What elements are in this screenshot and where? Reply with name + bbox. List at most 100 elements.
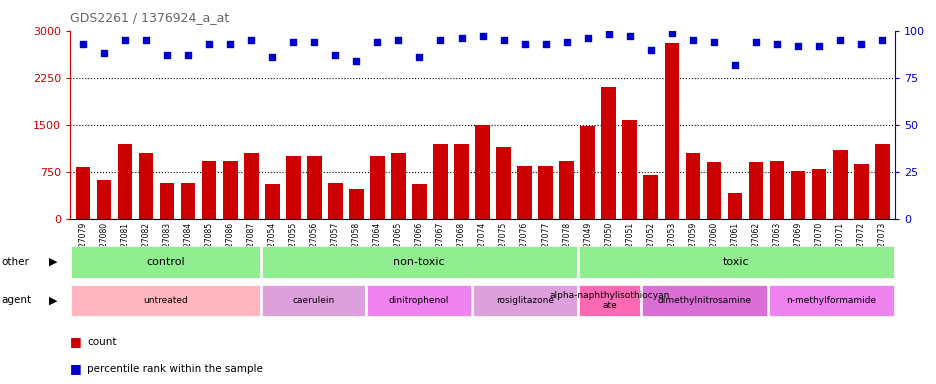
Text: ■: ■: [70, 362, 82, 375]
Bar: [643, 175, 657, 219]
Point: [390, 37, 405, 43]
Bar: [96, 180, 111, 219]
Bar: [517, 166, 532, 219]
Text: agent: agent: [1, 295, 31, 306]
Bar: [601, 87, 616, 219]
Bar: [285, 156, 300, 219]
Point: [790, 43, 805, 49]
Text: GDS2261 / 1376924_a_at: GDS2261 / 1376924_a_at: [70, 12, 229, 25]
Bar: [496, 147, 510, 219]
Point: [768, 41, 783, 47]
Point: [370, 39, 385, 45]
Bar: [307, 156, 321, 219]
Bar: [579, 126, 594, 219]
Bar: [71, 247, 259, 278]
Bar: [559, 161, 574, 219]
Text: caerulein: caerulein: [292, 296, 334, 305]
Bar: [265, 184, 279, 219]
Text: percentile rank within the sample: percentile rank within the sample: [87, 364, 263, 374]
Bar: [685, 153, 699, 219]
Point: [495, 37, 510, 43]
Text: ▶: ▶: [49, 295, 57, 306]
Text: count: count: [87, 337, 116, 347]
Bar: [348, 189, 363, 219]
Bar: [328, 182, 343, 219]
Point: [706, 39, 721, 45]
Bar: [243, 153, 258, 219]
Bar: [473, 285, 576, 316]
Text: untreated: untreated: [143, 296, 187, 305]
Text: toxic: toxic: [723, 257, 749, 267]
Bar: [223, 161, 237, 219]
Point: [874, 37, 889, 43]
Point: [622, 33, 636, 40]
Point: [684, 37, 699, 43]
Bar: [664, 43, 679, 219]
Bar: [578, 285, 639, 316]
Bar: [261, 247, 576, 278]
Point: [243, 37, 258, 43]
Point: [832, 37, 847, 43]
Bar: [139, 153, 154, 219]
Point: [159, 52, 174, 58]
Point: [223, 41, 238, 47]
Text: alpha-naphthylisothiocyan
ate: alpha-naphthylisothiocyan ate: [548, 291, 669, 310]
Bar: [432, 144, 447, 219]
Point: [117, 37, 132, 43]
Point: [306, 39, 321, 45]
Point: [537, 41, 552, 47]
Bar: [76, 167, 90, 219]
Bar: [118, 144, 132, 219]
Text: other: other: [1, 257, 29, 267]
Point: [96, 50, 111, 56]
Point: [579, 35, 594, 41]
Point: [139, 37, 154, 43]
Point: [181, 52, 196, 58]
Bar: [367, 285, 471, 316]
Point: [853, 41, 868, 47]
Point: [285, 39, 300, 45]
Text: ▶: ▶: [49, 257, 57, 267]
Bar: [622, 120, 636, 219]
Bar: [727, 192, 741, 219]
Text: control: control: [146, 257, 184, 267]
Text: rosiglitazone: rosiglitazone: [495, 296, 553, 305]
Bar: [475, 125, 490, 219]
Point: [664, 30, 679, 36]
Bar: [412, 184, 427, 219]
Bar: [201, 161, 216, 219]
Point: [412, 54, 427, 60]
Bar: [768, 285, 893, 316]
Bar: [768, 161, 783, 219]
Point: [475, 33, 490, 40]
Point: [432, 37, 447, 43]
Point: [201, 41, 216, 47]
Point: [601, 31, 616, 38]
Bar: [390, 153, 405, 219]
Bar: [853, 164, 868, 219]
Bar: [261, 285, 365, 316]
Text: non-toxic: non-toxic: [393, 257, 445, 267]
Bar: [706, 162, 721, 219]
Bar: [874, 144, 888, 219]
Point: [348, 58, 363, 64]
Point: [517, 41, 532, 47]
Bar: [748, 162, 763, 219]
Bar: [71, 285, 259, 316]
Point: [559, 39, 574, 45]
Text: dimethylnitrosamine: dimethylnitrosamine: [657, 296, 751, 305]
Point: [265, 54, 280, 60]
Text: n-methylformamide: n-methylformamide: [785, 296, 875, 305]
Text: ■: ■: [70, 335, 82, 348]
Bar: [537, 166, 552, 219]
Bar: [811, 169, 826, 219]
Bar: [790, 170, 805, 219]
Point: [328, 52, 343, 58]
Point: [726, 61, 741, 68]
Bar: [181, 182, 196, 219]
Bar: [641, 285, 766, 316]
Bar: [159, 182, 174, 219]
Text: dinitrophenol: dinitrophenol: [388, 296, 449, 305]
Point: [643, 46, 658, 53]
Bar: [370, 156, 385, 219]
